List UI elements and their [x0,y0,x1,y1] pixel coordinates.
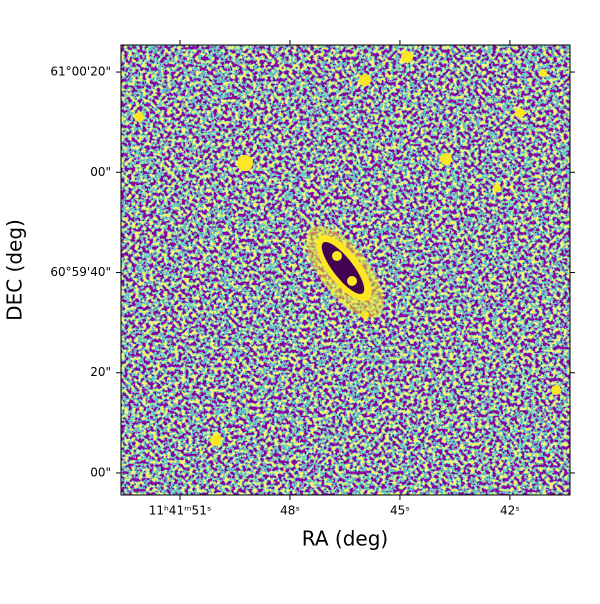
x-tick-label: 11ʰ41ᵐ51ˢ [149,504,212,518]
star [361,311,369,319]
star [440,153,452,165]
galaxy-knot [347,276,357,286]
star [401,51,413,63]
star [210,434,222,446]
y-axis-label: DEC (deg) [3,219,27,321]
x-tick-label: 48ˢ [280,504,300,518]
star [359,74,371,86]
star [551,385,561,395]
galaxy-knot [332,251,342,261]
x-tick-label: 45ˢ [390,504,410,518]
y-tick-label: 60°59'40" [50,265,111,279]
x-axis-label: RA (deg) [302,527,388,551]
star [515,108,525,118]
star [539,69,547,77]
star [237,155,253,171]
y-tick-label: 61°00'20" [50,65,111,79]
y-tick-label: 20" [90,365,111,379]
axes-frame [120,44,571,496]
y-tick-label: 00" [90,165,111,179]
star [134,112,144,122]
star [493,184,501,192]
x-tick-label: 42ˢ [500,504,520,518]
y-tick-label: 00" [90,465,111,479]
image [121,45,570,495]
